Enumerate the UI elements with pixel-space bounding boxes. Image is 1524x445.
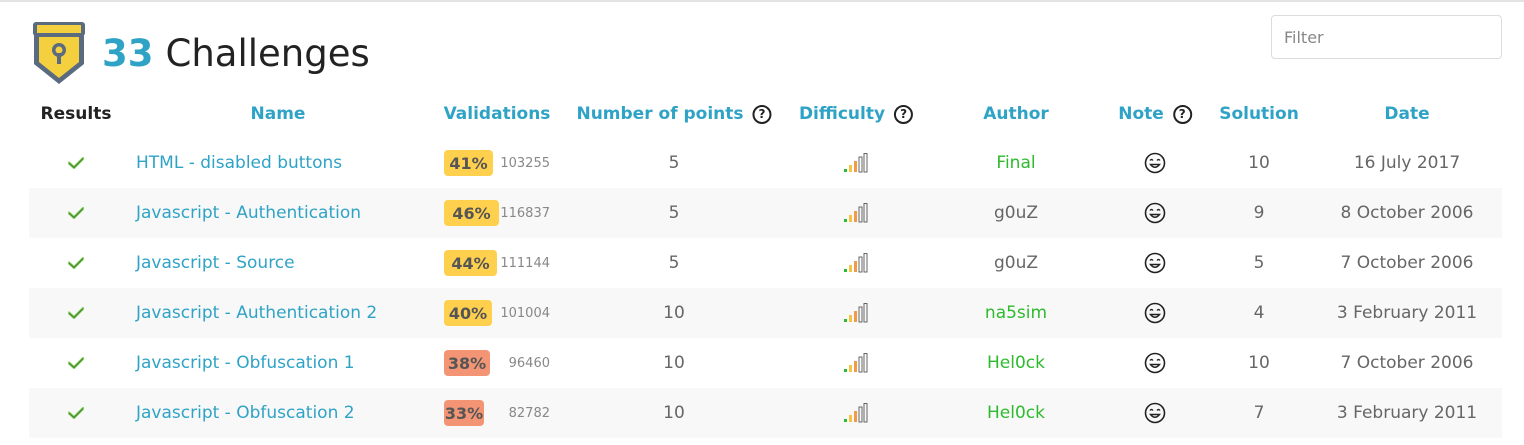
validation-count: 82782: [508, 405, 550, 421]
points-value: 5: [668, 203, 680, 223]
difficulty-bars-icon: [843, 238, 869, 288]
points-value: 5: [668, 153, 680, 173]
difficulty-bars-icon: [843, 138, 869, 188]
points-value: 5: [668, 253, 680, 273]
date-value: 7 October 2006: [1340, 353, 1474, 373]
table-row: Javascript - Authentication 2 40% 101004…: [29, 288, 1502, 338]
check-icon: [68, 388, 84, 438]
challenge-name-link[interactable]: Javascript - Obfuscation 2: [136, 403, 355, 423]
top-divider: [0, 0, 1524, 2]
challenge-name-link[interactable]: HTML - disabled buttons: [136, 153, 343, 173]
date-value: 3 February 2011: [1336, 403, 1478, 423]
column-author-label: Author: [983, 104, 1049, 124]
challenge-name-link[interactable]: Javascript - Obfuscation 1: [136, 353, 355, 373]
column-difficulty[interactable]: Difficulty?: [798, 104, 914, 124]
smiley-face-icon: [1144, 238, 1166, 288]
column-validations[interactable]: Validations: [444, 104, 551, 124]
page-header: 33 Challenges: [30, 18, 370, 88]
smiley-face-icon: [1144, 288, 1166, 338]
author-link[interactable]: Final: [996, 153, 1036, 173]
column-date[interactable]: Date: [1384, 104, 1429, 124]
check-icon: [68, 188, 84, 238]
solution-count[interactable]: 4: [1253, 303, 1265, 323]
column-solution-label: Solution: [1219, 104, 1299, 124]
column-name-label: Name: [250, 104, 306, 124]
date-value: 7 October 2006: [1340, 253, 1474, 273]
difficulty-bars-icon: [843, 188, 869, 238]
validation-count: 103255: [500, 155, 550, 171]
page-title: 33 Challenges: [102, 32, 370, 75]
date-value: 16 July 2017: [1353, 153, 1461, 173]
author-link[interactable]: na5sim: [984, 303, 1048, 323]
solution-count[interactable]: 10: [1248, 353, 1270, 373]
column-points-label: Number of points: [576, 104, 744, 124]
title-text: Challenges: [165, 31, 370, 75]
challenge-name-link[interactable]: Javascript - Authentication: [136, 203, 362, 223]
author-link[interactable]: Hel0ck: [987, 353, 1045, 373]
table-body: HTML - disabled buttons 41% 103255 5 Fin…: [29, 138, 1502, 438]
table-header: Results Name Validations Number of point…: [29, 90, 1502, 138]
smiley-face-icon: [1144, 138, 1166, 188]
date-value: 8 October 2006: [1340, 203, 1474, 223]
smiley-face-icon: [1144, 388, 1166, 438]
column-note-label: Note: [1118, 104, 1164, 124]
table-row: Javascript - Source 44% 111144 5 g0uZ 5 …: [29, 238, 1502, 288]
column-name[interactable]: Name: [251, 104, 306, 124]
column-solution[interactable]: Solution: [1219, 104, 1299, 124]
smiley-face-icon: [1144, 188, 1166, 238]
validation-percent-badge: 41%: [444, 150, 493, 176]
table-row: Javascript - Authentication 46% 116837 5…: [29, 188, 1502, 238]
check-icon: [68, 238, 84, 288]
check-icon: [68, 338, 84, 388]
author-link[interactable]: Hel0ck: [987, 403, 1045, 423]
check-icon: [68, 138, 84, 188]
filter-input[interactable]: [1271, 15, 1502, 59]
column-author[interactable]: Author: [983, 104, 1049, 124]
column-results-label: Results: [40, 104, 112, 124]
author-link[interactable]: g0uZ: [993, 253, 1039, 273]
column-note[interactable]: Note?: [1118, 104, 1192, 124]
validation-count: 96460: [508, 355, 550, 371]
solution-count[interactable]: 10: [1248, 153, 1270, 173]
smiley-face-icon: [1144, 338, 1166, 388]
solution-count[interactable]: 7: [1253, 403, 1265, 423]
validation-percent-badge: 40%: [444, 300, 492, 326]
difficulty-bars-icon: [843, 288, 869, 338]
points-value: 10: [663, 353, 685, 373]
difficulty-bars-icon: [843, 338, 869, 388]
points-value: 10: [663, 303, 685, 323]
solution-count[interactable]: 9: [1253, 203, 1265, 223]
table-row: Javascript - Obfuscation 2 33% 82782 10 …: [29, 388, 1502, 438]
column-difficulty-label: Difficulty: [798, 104, 886, 124]
column-date-label: Date: [1384, 104, 1430, 124]
solution-count[interactable]: 5: [1253, 253, 1265, 273]
difficulty-bars-icon: [843, 388, 869, 438]
challenge-count: 33: [102, 31, 154, 75]
shield-lock-icon: [33, 22, 85, 84]
validation-percent-badge: 44%: [444, 250, 497, 276]
challenges-table: Results Name Validations Number of point…: [29, 90, 1502, 438]
help-icon[interactable]: ?: [1172, 104, 1192, 124]
validation-count: 111144: [500, 255, 550, 271]
column-results: Results: [41, 104, 112, 124]
challenge-name-link[interactable]: Javascript - Authentication 2: [136, 303, 378, 323]
validation-percent-badge: 46%: [444, 200, 499, 226]
points-value: 10: [663, 403, 685, 423]
column-points[interactable]: Number of points?: [576, 104, 772, 124]
column-validations-label: Validations: [443, 104, 551, 124]
help-icon[interactable]: ?: [894, 104, 914, 124]
table-row: Javascript - Obfuscation 1 38% 96460 10 …: [29, 338, 1502, 388]
help-icon[interactable]: ?: [752, 104, 772, 124]
challenge-name-link[interactable]: Javascript - Source: [136, 253, 295, 273]
check-icon: [68, 288, 84, 338]
validation-percent-badge: 33%: [444, 400, 484, 426]
date-value: 3 February 2011: [1336, 303, 1478, 323]
table-row: HTML - disabled buttons 41% 103255 5 Fin…: [29, 138, 1502, 188]
validation-count: 101004: [500, 305, 550, 321]
author-link[interactable]: g0uZ: [993, 203, 1039, 223]
validation-count: 116837: [500, 205, 550, 221]
validation-percent-badge: 38%: [444, 350, 490, 376]
